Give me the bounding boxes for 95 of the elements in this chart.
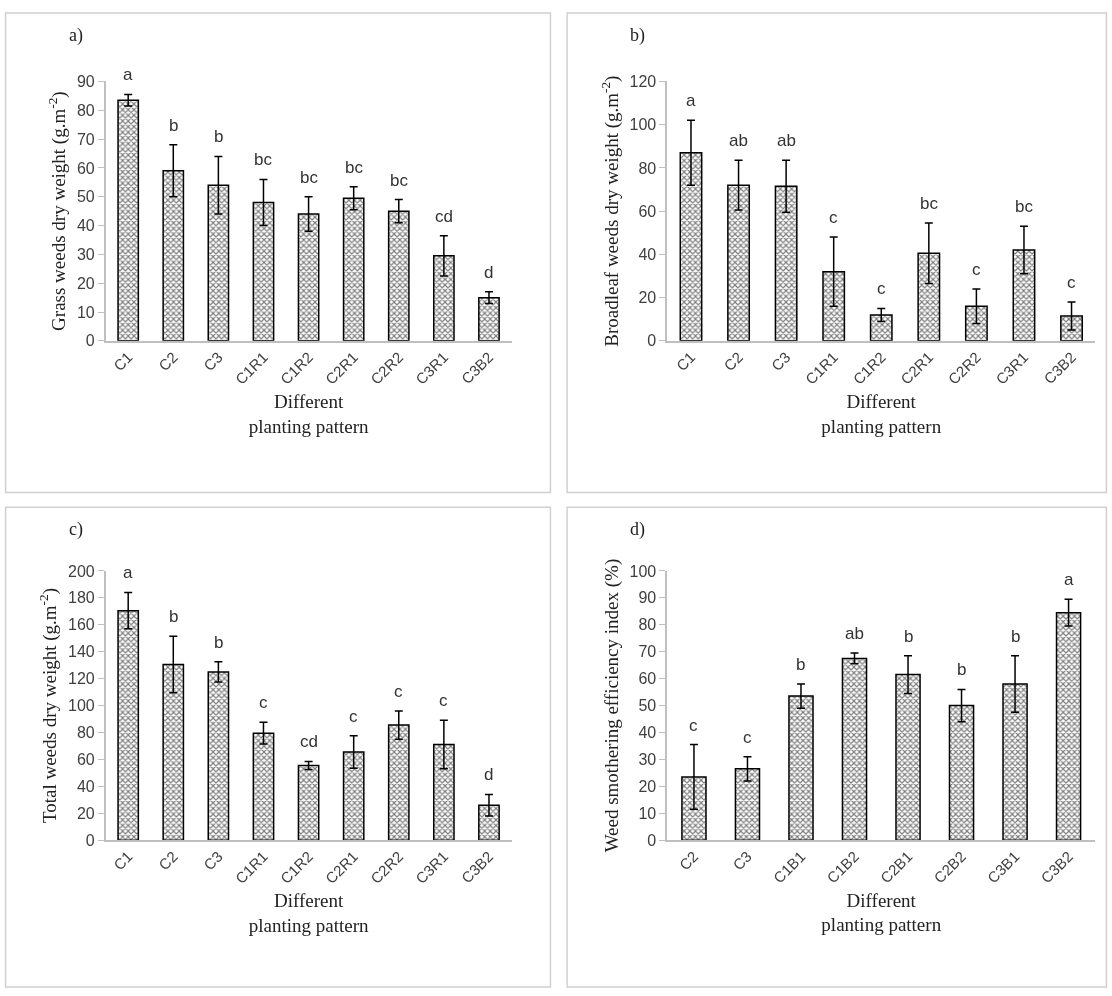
x-tick-label: C3 [767, 348, 794, 375]
x-tick-label: C2 [155, 348, 181, 375]
data-label: a [1064, 570, 1074, 589]
y-tick-label: 20 [638, 289, 657, 307]
y-tick-label: 40 [638, 724, 657, 742]
y-tick-label: 0 [85, 831, 95, 849]
x-tick-label: C3 [200, 348, 226, 375]
y-tick-label: 60 [76, 750, 95, 768]
data-label: d [484, 765, 494, 784]
data-label: b [214, 633, 224, 652]
data-label: a [686, 91, 696, 110]
x-tick-label: C2 [155, 847, 181, 874]
data-label: c [877, 279, 886, 298]
data-label: b [796, 655, 806, 674]
y-tick-label: 100 [67, 697, 95, 715]
data-label: ab [729, 131, 748, 150]
data-label: d [484, 263, 494, 282]
y-tick-label: 20 [76, 274, 95, 292]
y-tick-label: 90 [76, 73, 95, 91]
y-axis-title: Weed smothering efficiency index (%) [600, 558, 623, 853]
y-tick-label: 200 [67, 562, 95, 580]
data-label: b [957, 660, 967, 679]
data-label: b [904, 627, 914, 646]
y-tick-label: 10 [638, 804, 657, 822]
y-tick-label: 50 [638, 697, 657, 715]
x-tick-label: C2 [720, 348, 746, 375]
x-tick-label: C3 [200, 847, 226, 874]
data-label: b [169, 116, 179, 135]
x-axis-title: Different planting pattern [821, 390, 942, 437]
data-label: c [689, 716, 698, 735]
y-tick-label: 20 [638, 777, 657, 795]
data-label: bc [390, 171, 409, 190]
x-tick-label: C3 [729, 847, 755, 874]
x-axis-title: Different planting pattern [248, 390, 369, 437]
y-tick-label: 20 [76, 804, 95, 822]
x-tick-label: C2 [675, 847, 702, 874]
x-tick-label: C1 [110, 847, 136, 874]
y-tick-label: 40 [638, 245, 657, 263]
y-tick-label: 120 [629, 73, 657, 91]
y-tick-label: 80 [76, 101, 95, 119]
data-label: c [259, 693, 268, 712]
y-tick-label: 80 [76, 724, 95, 742]
y-tick-label: 180 [67, 589, 95, 607]
data-label: c [394, 682, 403, 701]
y-tick-label: 100 [629, 116, 657, 134]
data-label: a [123, 65, 133, 84]
data-label: c [349, 707, 358, 726]
chart-title: d) [630, 519, 645, 540]
data-label: bc [1015, 197, 1034, 216]
data-label: c [743, 728, 752, 747]
y-tick-label: 60 [638, 670, 657, 688]
x-axis-title: Different planting pattern [248, 890, 369, 936]
y-tick-label: 120 [67, 670, 95, 688]
data-label: bc [300, 168, 319, 187]
chart-title: c) [69, 519, 83, 540]
y-tick-label: 0 [647, 831, 657, 849]
y-tick-label: 0 [85, 332, 95, 350]
y-tick-label: 80 [638, 159, 657, 177]
y-tick-label: 160 [67, 616, 95, 634]
y-tick-label: 90 [638, 589, 657, 607]
data-label: c [439, 691, 448, 710]
y-tick-label: 70 [638, 643, 657, 661]
chart-title: b) [630, 25, 645, 46]
data-label: c [972, 260, 981, 279]
y-tick-label: 30 [76, 245, 95, 263]
data-label: ab [777, 131, 796, 150]
y-tick-label: 0 [647, 332, 657, 350]
data-label: bc [254, 150, 273, 169]
data-label: bc [345, 158, 364, 177]
data-label: b [1011, 627, 1021, 646]
y-tick-label: 40 [76, 777, 95, 795]
data-label: ab [845, 624, 864, 643]
data-label: cd [435, 207, 453, 226]
y-tick-label: 140 [67, 643, 95, 661]
y-tick-label: 30 [638, 750, 657, 768]
data-label: cd [300, 732, 318, 751]
y-tick-label: 40 [76, 217, 95, 235]
data-label: bc [920, 194, 939, 213]
y-tick-label: 70 [76, 130, 95, 148]
data-label: c [829, 208, 838, 227]
x-tick-label: C1 [110, 348, 136, 375]
data-label: c [1067, 273, 1076, 292]
x-axis-title: Different planting pattern [821, 889, 942, 936]
data-label: a [123, 563, 133, 582]
y-tick-label: 60 [638, 202, 657, 220]
y-tick-label: 60 [76, 159, 95, 177]
y-tick-label: 100 [629, 562, 657, 580]
y-tick-label: 80 [638, 616, 657, 634]
data-label: b [169, 607, 179, 626]
x-tick-label: C1 [672, 348, 699, 375]
y-tick-label: 50 [76, 188, 95, 206]
data-label: b [214, 127, 224, 146]
y-tick-label: 10 [76, 303, 95, 321]
chart-title: a) [69, 25, 83, 46]
bar [297, 764, 320, 841]
